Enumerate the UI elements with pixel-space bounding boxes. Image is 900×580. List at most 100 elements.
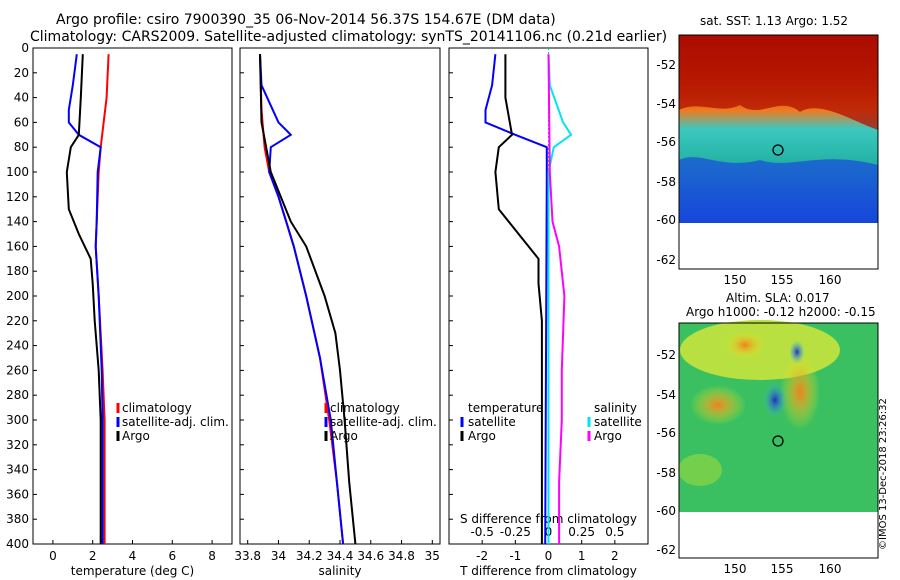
legend-label: satellite-adj. clim.: [330, 415, 437, 429]
sla-lon-label: 160: [819, 562, 842, 576]
series-line: [547, 54, 566, 544]
ytick-label: 160: [6, 239, 29, 253]
legend-label: satellite: [594, 415, 642, 429]
sst-map: [678, 34, 879, 270]
legend-title: temperature: [468, 401, 543, 415]
sst-lat-label: -62: [656, 253, 676, 267]
ytick-label: 120: [6, 190, 29, 204]
xtick-label: -2: [476, 549, 488, 563]
salinity-frame: [239, 47, 441, 545]
ytick-label: 260: [6, 363, 29, 377]
xtick-label: 34.6: [357, 549, 384, 563]
sst-lon-label: 150: [724, 273, 747, 287]
sla-eddy-warm-2: [780, 354, 820, 430]
sla-map-title-1: Altim. SLA: 0.017: [726, 291, 830, 305]
ytick-label: 20: [14, 66, 29, 80]
xtick-label: 1: [578, 549, 586, 563]
temperature-frame: [32, 47, 233, 545]
sla-eddy-3: [678, 454, 722, 486]
s-tick-label: -0.25: [500, 525, 531, 539]
legend-label: Argo: [468, 429, 496, 443]
xtick-label: 34.8: [388, 549, 415, 563]
xtick-label: 33.8: [234, 549, 261, 563]
sla-eddy-warm-3: [725, 331, 765, 359]
sla-eddy-warm-1: [690, 385, 746, 425]
ytick-label: 140: [6, 215, 29, 229]
sla-lon-label: 155: [771, 562, 794, 576]
legend-title: salinity: [594, 401, 637, 415]
xtick-label: 34: [271, 549, 286, 563]
sla-lat-label: -58: [656, 466, 676, 480]
series-line: [67, 54, 104, 544]
temperature-panel: 0204060801001201401601802002202402602803…: [6, 41, 233, 578]
ytick-label: 0: [21, 41, 29, 55]
series-line: [494, 54, 543, 544]
sla-argo-marker: [772, 435, 784, 447]
sst-lat-label: -60: [656, 213, 676, 227]
sst-land-mask: [679, 223, 878, 269]
x-axis-label: temperature (deg C): [71, 564, 194, 578]
x-axis-label: salinity: [318, 564, 361, 578]
xtick-label: 0: [49, 549, 57, 563]
ytick-label: 200: [6, 289, 29, 303]
ytick-label: 280: [6, 388, 29, 402]
xtick-label: 8: [208, 549, 216, 563]
sst-lat-label: -58: [656, 175, 676, 189]
s-tick-label: 0.5: [605, 525, 624, 539]
salinity-panel: 33.8 34 34.2 34.4 34.6 34.8 35 salinity climatol…: [234, 47, 441, 578]
xtick-label: -1: [509, 549, 521, 563]
ytick-label: 80: [14, 140, 29, 154]
map-axis-labels: -52 -54 -56 -58 -60 -62 150 155 160 -52 -54 -56 -58 -…: [656, 58, 841, 576]
legend-label: Argo: [330, 429, 358, 443]
xtick-label: 34.4: [327, 549, 354, 563]
ytick-label: 220: [6, 314, 29, 328]
header-line-1: Argo profile: csiro 7900390_35 06-Nov-20…: [56, 12, 556, 28]
legend-label: satellite: [468, 415, 516, 429]
ytick-label: 380: [6, 512, 29, 526]
sst-lat-label: -52: [656, 58, 676, 72]
xtick-label: 34.2: [296, 549, 323, 563]
sla-eddy-cold-1: [763, 382, 787, 418]
sst-warm-water: [679, 35, 878, 130]
sst-map-frame: [678, 34, 879, 270]
sla-lon-label: 150: [724, 562, 747, 576]
xtick-label: 6: [168, 549, 176, 563]
legend-label: Argo: [122, 429, 150, 443]
legend-label: satellite-adj. clim.: [122, 415, 229, 429]
ytick-label: 360: [6, 487, 29, 501]
sla-lat-label: -56: [656, 426, 676, 440]
sla-land-mask: [679, 512, 878, 558]
legend-label: Argo: [594, 429, 622, 443]
header-line-2: Climatology: CARS2009. Satellite-adjuste…: [30, 29, 668, 45]
series-line: [259, 54, 357, 545]
sla-lat-label: -54: [656, 388, 676, 402]
sla-lat-label: -60: [656, 504, 676, 518]
ytick-label: 320: [6, 438, 29, 452]
ytick-label: 340: [6, 463, 29, 477]
series-line: [65, 54, 102, 544]
sla-lat-label: -62: [656, 543, 676, 557]
xtick-label: 35: [425, 549, 440, 563]
series-line: [484, 54, 548, 545]
ytick-label: 100: [6, 165, 29, 179]
ytick-label: 300: [6, 413, 29, 427]
ytick-label: 240: [6, 339, 29, 353]
legend-label: climatology: [330, 401, 400, 415]
legend-label: climatology: [122, 401, 192, 415]
xtick-label: 2: [611, 549, 619, 563]
sla-eddy-cold-2: [789, 340, 805, 364]
sla-map: [678, 320, 879, 559]
xtick-label: 0: [545, 549, 553, 563]
sst-lat-label: -54: [656, 97, 676, 111]
sst-map-title: sat. SST: 1.13 Argo: 1.52: [700, 14, 849, 28]
sst-cold-water: [679, 157, 878, 223]
x-axis-label: T difference from climatology: [459, 564, 637, 578]
xtick-label: 2: [89, 549, 97, 563]
s-tick-label: -0.5: [470, 525, 493, 539]
series-line: [259, 54, 345, 545]
sla-lat-label: -52: [656, 348, 676, 362]
sst-lon-label: 155: [771, 273, 794, 287]
sla-map-frame: [678, 322, 879, 559]
